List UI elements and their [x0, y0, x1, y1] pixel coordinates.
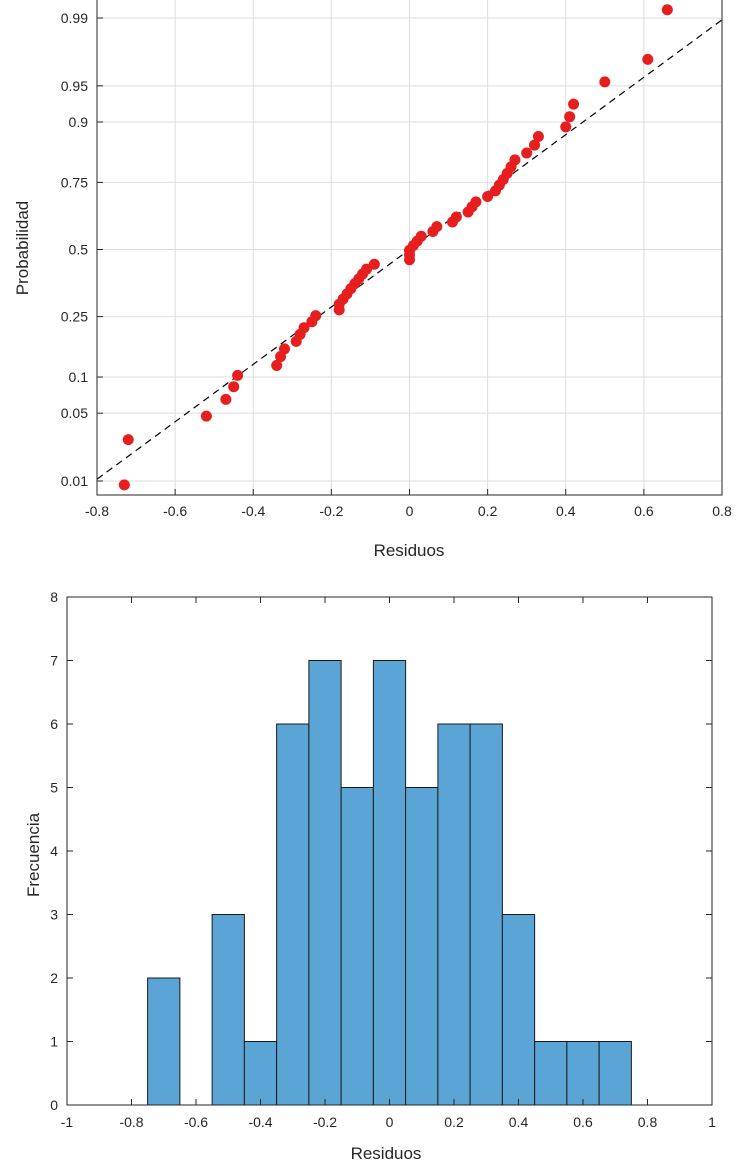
histogram-bar	[147, 977, 181, 1106]
probability-plot-x-tick-label: 0.6	[634, 503, 654, 519]
probability-plot-point	[415, 230, 427, 242]
histogram-x-tick-label: 0.2	[444, 1114, 464, 1130]
histogram-x-tick-label: -0.2	[313, 1114, 337, 1130]
probability-plot-point	[118, 479, 130, 491]
histogram-y-tick-label: 6	[50, 716, 58, 732]
probability-plot: -0.8 -0.6 -0.4 -0.2 0 0.2 0.4 0.6 0.8 0.010.050.…	[13, 0, 732, 560]
histogram-x-tick-label: 0	[386, 1114, 394, 1130]
probability-plot-y-tick-label: 0.01	[61, 473, 88, 489]
probability-plot-point	[521, 147, 533, 159]
probability-plot-y-tick-label: 0.05	[61, 405, 88, 421]
probability-plot-y-tick-label: 0.99	[61, 10, 88, 26]
histogram-bar	[437, 723, 471, 1106]
histogram-y-ticks: 0 1 2 3 4 5 6 7 8	[50, 589, 712, 1113]
histogram-bar	[276, 723, 310, 1106]
histogram-x-tick-label: -0.8	[119, 1114, 143, 1130]
histogram-y-tick-label: 4	[50, 843, 58, 859]
probability-plot-point	[529, 139, 540, 151]
probability-plot-x-tick-label: 0.8	[712, 503, 732, 519]
probability-plot-point	[200, 410, 212, 422]
probability-plot-point	[560, 121, 572, 133]
probability-plot-point	[482, 190, 494, 202]
probability-plot-y-tick-label: 0.5	[69, 242, 89, 258]
probability-plot-x-tick-label: -0.2	[319, 503, 343, 519]
probability-plot-point	[279, 343, 290, 355]
probability-plot-points	[118, 4, 673, 491]
histogram: -1 -0.8 -0.6 -0.4 -0.2 0 0.2 0.4 0.6 0.8 1 0 1 2 3 4 5 6…	[24, 589, 716, 1163]
histogram-x-tick-label: 0.4	[509, 1114, 529, 1130]
probability-plot-point	[431, 221, 443, 233]
histogram-bar	[534, 1041, 568, 1106]
histogram-bar	[243, 1041, 278, 1106]
histogram-bar	[405, 787, 439, 1106]
histogram-y-tick-label: 1	[50, 1034, 58, 1050]
histogram-x-tick-label: -0.6	[184, 1114, 208, 1130]
probability-plot-point	[568, 98, 580, 110]
histogram-x-axis-label: Residuos	[351, 1144, 422, 1163]
probability-plot-x-axis-label: Residuos	[374, 541, 445, 560]
probability-plot-x-tick-label: -0.4	[241, 503, 265, 519]
histogram-bars	[147, 660, 632, 1106]
histogram-bar	[598, 1041, 632, 1106]
probability-plot-y-tick-label: 0.1	[69, 369, 89, 385]
probability-plot-point	[310, 310, 322, 322]
probability-plot-x-tick-label: 0	[406, 503, 414, 519]
probability-plot-point	[642, 53, 654, 65]
histogram-bar	[308, 660, 342, 1106]
histogram-bar	[469, 723, 503, 1106]
histogram-bar	[566, 1041, 600, 1106]
probability-plot-point	[450, 211, 462, 223]
probability-plot-y-tick-label: 0.25	[61, 309, 88, 325]
probability-plot-point	[122, 434, 134, 446]
histogram-x-tick-label: -0.4	[248, 1114, 272, 1130]
probability-plot-y-tick-label: 0.9	[69, 114, 89, 130]
probability-plot-point	[298, 322, 310, 334]
probability-plot-y-tick-label: 0.75	[61, 174, 88, 190]
probability-plot-point	[599, 76, 611, 88]
probability-plot-y-axis-label: Probabilidad	[13, 201, 32, 296]
histogram-x-tick-label: 0.6	[573, 1114, 593, 1130]
histogram-y-tick-label: 2	[50, 970, 58, 986]
histogram-y-axis-label: Frecuencia	[24, 812, 43, 897]
probability-plot-y-ticks: 0.01 0.05 0.1 0.25 0.5 0.75 0.9 0.95 0.99	[61, 10, 103, 489]
histogram-bar	[211, 914, 245, 1106]
histogram-x-ticks: -1 -0.8 -0.6 -0.4 -0.2 0 0.2 0.4 0.6 0.8 1	[61, 597, 716, 1130]
probability-plot-point	[271, 359, 283, 371]
histogram-y-tick-label: 7	[50, 653, 58, 669]
probability-plot-point	[661, 4, 673, 16]
probability-plot-point	[368, 258, 380, 270]
probability-plot-point	[470, 196, 482, 208]
probability-plot-point	[220, 393, 232, 405]
probability-plot-x-ticks: -0.8 -0.6 -0.4 -0.2 0 0.2 0.4 0.6 0.8	[85, 489, 732, 519]
histogram-bar	[340, 787, 374, 1106]
probability-plot-point	[232, 369, 244, 381]
probability-plot-x-tick-label: -0.8	[85, 503, 109, 519]
histogram-x-tick-label: -1	[61, 1114, 74, 1130]
histogram-y-tick-label: 8	[50, 589, 58, 605]
probability-plot-point	[509, 154, 521, 166]
probability-plot-x-tick-label: 0.4	[556, 503, 576, 519]
histogram-y-tick-label: 3	[50, 907, 58, 923]
probability-plot-point	[564, 111, 576, 123]
histogram-bar	[372, 660, 407, 1106]
histogram-y-tick-label: 5	[50, 780, 58, 796]
histogram-x-tick-label: 1	[708, 1114, 716, 1130]
histogram-x-tick-label: 0.8	[638, 1114, 658, 1130]
probability-plot-point	[228, 381, 240, 393]
histogram-bar	[501, 914, 536, 1106]
histogram-y-tick-label: 0	[50, 1097, 58, 1113]
probability-plot-x-tick-label: 0.2	[478, 503, 498, 519]
probability-plot-point	[532, 130, 544, 142]
probability-plot-x-tick-label: -0.6	[163, 503, 187, 519]
probability-plot-y-tick-label: 0.95	[61, 78, 88, 94]
